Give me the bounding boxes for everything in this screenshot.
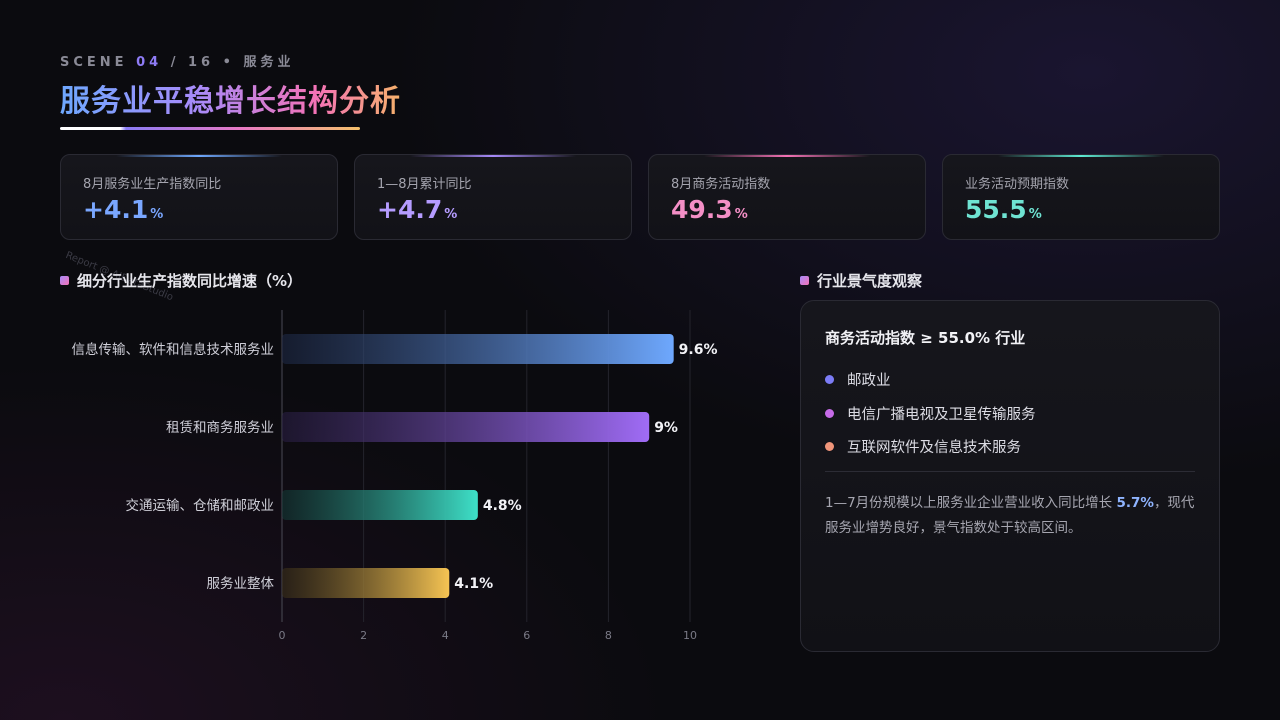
y-category-label: 交通运输、仓储和邮政业 <box>126 497 275 514</box>
panel-section-heading: 行业景气度观察 <box>800 270 922 291</box>
kpi-card: 8月商务活动指数 49.3% <box>648 154 926 240</box>
note-highlight: 5.7% <box>1116 495 1154 511</box>
title-underline <box>60 127 360 130</box>
note-text: 1—7月份规模以上服务业企业营业收入同比增长 <box>825 495 1117 511</box>
kpi-unit: % <box>1028 207 1042 222</box>
kpi-accent-line <box>410 155 576 157</box>
scene-number: 04 <box>136 55 163 70</box>
bar-data-label: 4.1% <box>454 576 493 592</box>
kpi-value: +4.7% <box>377 195 457 224</box>
panel-divider <box>825 471 1195 472</box>
scene-total: / 16 <box>170 55 215 70</box>
panel-section-title: 行业景气度观察 <box>817 272 923 290</box>
industry-list-item: 邮政业 <box>825 363 1036 397</box>
kpi-unit: % <box>444 207 458 222</box>
y-category-label: 信息传输、软件和信息技术服务业 <box>72 341 275 358</box>
kpi-number: +4.7 <box>377 195 443 224</box>
industry-label: 互联网软件及信息技术服务 <box>847 440 1021 457</box>
y-category-label: 租赁和商务服务业 <box>166 420 274 436</box>
kpi-value: 55.5% <box>965 195 1042 224</box>
page-title: 服务业平稳增长结构分析 <box>60 76 401 120</box>
kpi-value: 49.3% <box>671 195 748 224</box>
kpi-number: 55.5 <box>965 195 1027 224</box>
kpi-label: 8月服务业生产指数同比 <box>83 177 222 192</box>
x-tick-label: 10 <box>683 629 697 642</box>
industry-list-item: 互联网软件及信息技术服务 <box>825 430 1036 464</box>
kpi-number: 49.3 <box>671 195 733 224</box>
x-tick-label: 6 <box>523 629 530 642</box>
x-tick-label: 8 <box>605 629 612 642</box>
scene-prefix: SCENE <box>60 55 128 70</box>
bar-data-label: 4.8% <box>483 498 522 514</box>
kpi-accent-line <box>704 155 870 157</box>
kpi-card: 业务活动预期指数 55.5% <box>942 154 1220 240</box>
industry-outlook-panel: 商务活动指数 ≥ 55.0% 行业 邮政业电信广播电视及卫星传输服务 互联网软件及… <box>800 300 1220 652</box>
scene-tag: 服务业 <box>243 55 295 70</box>
chart-section-heading: 细分行业生产指数同比增速（%） <box>60 270 302 291</box>
industry-label: 邮政业 <box>847 373 891 390</box>
bar <box>282 412 650 442</box>
x-tick-label: 2 <box>360 629 367 642</box>
kpi-unit: % <box>734 207 748 222</box>
scene-indicator: SCENE 04 / 16 • 服务业 <box>60 51 294 70</box>
panel-heading: 商务活动指数 ≥ 55.0% 行业 <box>825 329 1026 347</box>
kpi-accent-line <box>116 155 282 157</box>
note-text-end: ，现代服务业增势良好，景气指数处于较高区间。 <box>825 495 1195 536</box>
kpi-label: 1—8月累计同比 <box>377 177 472 192</box>
kpi-label: 业务活动预期指数 <box>965 177 1070 192</box>
kpi-unit: % <box>150 207 164 222</box>
industry-list: 邮政业电信广播电视及卫星传输服务 互联网软件及信息技术服务 <box>825 363 1036 464</box>
kpi-card: 1—8月累计同比 +4.7% <box>354 154 632 240</box>
x-tick-label: 4 <box>442 629 449 642</box>
bullet-dot-icon <box>825 375 834 385</box>
kpi-number: +4.1 <box>83 195 149 224</box>
bar <box>282 334 674 364</box>
bar-chart: 0 2 4 6 8 10 信息传输、软件和信息技术服务业 9.6% 租赁和商务服务业 9% 交通运输… <box>72 310 718 642</box>
x-tick-label: 0 <box>279 629 286 642</box>
bar <box>282 568 450 598</box>
bullet-dot-icon <box>825 442 834 452</box>
industry-label: 电信广播电视及卫星传输服务 <box>847 406 1036 423</box>
bullet-dot-icon <box>825 408 834 418</box>
kpi-value: +4.1% <box>83 195 163 224</box>
section-bullet-icon <box>60 276 69 285</box>
section-bullet-icon <box>800 276 809 285</box>
y-category-label: 服务业整体 <box>207 576 275 592</box>
kpi-label: 8月商务活动指数 <box>671 177 771 192</box>
bar-data-label: 9.6% <box>679 342 718 358</box>
industry-list-item: 电信广播电视及卫星传输服务 <box>825 397 1036 431</box>
scene-separator: • <box>222 55 235 70</box>
chart-section-title: 细分行业生产指数同比增速（%） <box>77 272 303 290</box>
kpi-accent-line <box>998 155 1164 157</box>
bar <box>282 490 478 520</box>
bar-data-label: 9% <box>654 420 678 436</box>
panel-note: 1—7月份规模以上服务业企业营业收入同比增长 5.7%，现代服务业增势良好，景气… <box>825 491 1200 541</box>
kpi-card: 8月服务业生产指数同比 +4.1% <box>60 154 338 240</box>
